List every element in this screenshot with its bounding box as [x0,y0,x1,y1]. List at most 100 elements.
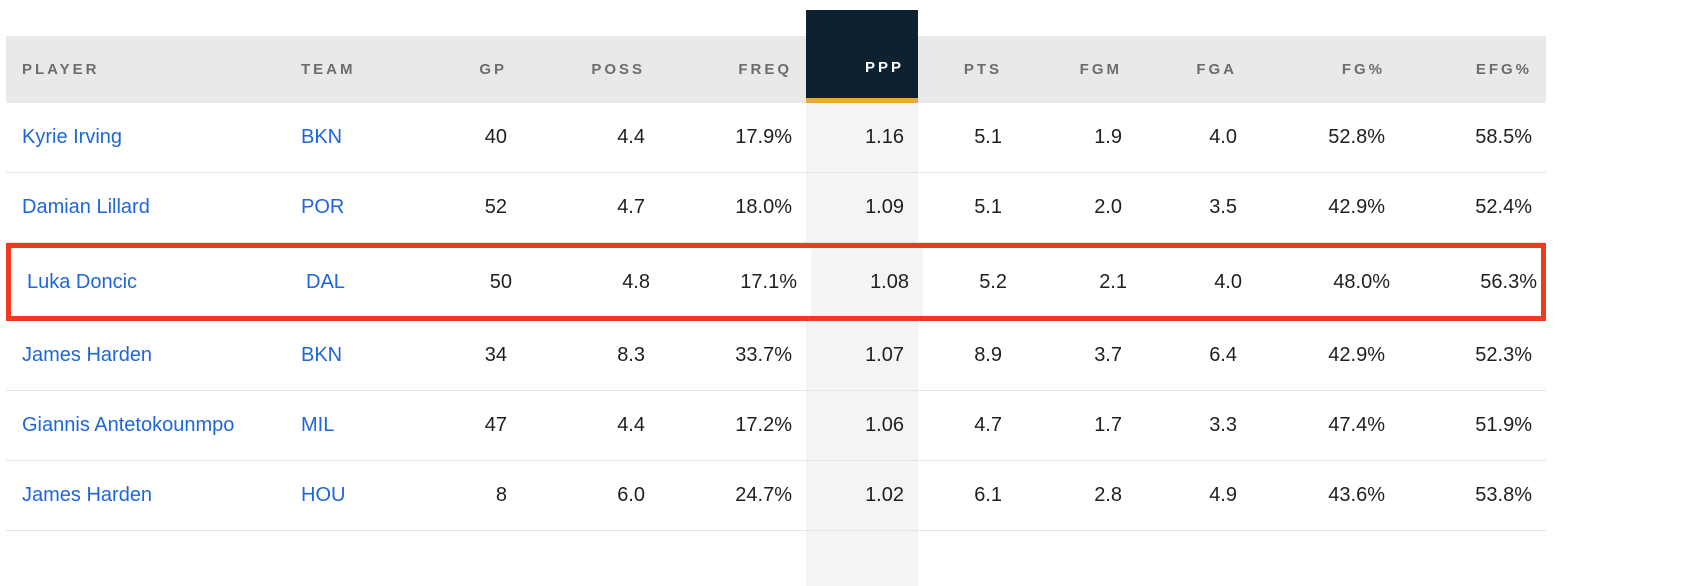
efg_pct-cell: 52.3% [1399,321,1546,390]
ppp-cell: 1.08 [811,248,923,316]
fg_pct-cell: 47.4% [1251,391,1399,460]
fgm-value: 2.8 [1094,484,1122,506]
efg_pct-cell: 53.8% [1399,461,1546,530]
column-header-label: FGM [1079,61,1122,78]
poss-cell: 8.3 [521,321,659,390]
fga-cell: 4.0 [1136,103,1251,172]
player-link[interactable]: James Harden [22,484,153,506]
ppp-value: 1.09 [865,196,904,218]
player-link[interactable]: Luka Doncic [27,270,138,293]
column-header-team[interactable]: TEAM [285,36,421,103]
fg_pct-cell: 52.8% [1251,103,1399,172]
ppp-cell: 1.06 [806,391,918,460]
table-body: Kyrie Irving BKN 40 4.4 17.9% 1.16 5.1 1.9 4.0 52… [6,103,1546,586]
team-cell: MIL [285,391,421,460]
poss-value: 4.4 [617,126,645,148]
fgm-cell [1016,531,1136,586]
team-cell: DAL [290,248,426,316]
freq-value: 24.7% [735,484,792,506]
poss-value: 4.7 [617,196,645,218]
table-row: James Harden BKN 34 8.3 33.7% 1.07 8.9 3.7 6.4 42… [6,321,1546,391]
column-header-fga[interactable]: FGA [1136,36,1251,103]
poss-value: 6.0 [617,484,645,506]
gp-value: 47 [484,414,507,436]
team-link[interactable]: BKN [301,344,343,366]
stats-table: PLAYER TEAM GP POSS FREQ PPP PTS FGM FGA FG% EFG% … [6,10,1546,586]
gp-value: 34 [484,344,507,366]
column-header-fg_pct[interactable]: FG% [1251,36,1399,103]
fga-cell: 4.9 [1136,461,1251,530]
team-link[interactable]: POR [301,196,345,218]
fg_pct-cell [1251,531,1399,586]
poss-cell [521,531,659,586]
column-header-freq[interactable]: FREQ [659,36,806,103]
fg_pct-value: 42.9% [1328,344,1385,366]
table-row: Giannis Antetokounmpo MIL 47 4.4 17.2% 1.06 4.… [6,391,1546,461]
team-link[interactable]: MIL [301,414,335,436]
ppp-cell: 1.07 [806,321,918,390]
fgm-value: 2.1 [1099,270,1127,293]
fgm-value: 1.9 [1094,126,1122,148]
column-header-label: PPP [864,58,904,76]
column-header-poss[interactable]: POSS [521,36,659,103]
player-link[interactable]: Giannis Antetokounmpo [22,414,235,436]
pts-cell [918,531,1016,586]
gp-cell: 47 [421,391,521,460]
efg_pct-value: 56.3% [1480,270,1537,293]
table-header-row: PLAYER TEAM GP POSS FREQ PPP PTS FGM FGA FG% EFG% [6,10,1546,103]
team-cell: POR [285,173,421,242]
ppp-value: 1.07 [865,344,904,366]
ppp-cell: 1.02 [806,461,918,530]
gp-value: 40 [484,126,507,148]
column-header-pts[interactable]: PTS [918,36,1016,103]
ppp-cell: 1.09 [806,173,918,242]
pts-cell: 6.1 [918,461,1016,530]
fgm-cell: 1.7 [1016,391,1136,460]
pts-value: 6.1 [974,484,1002,506]
team-cell: BKN [285,103,421,172]
column-header-label: PLAYER [22,61,100,78]
freq-value: 17.2% [735,414,792,436]
team-cell: HOU [285,461,421,530]
efg_pct-cell: 58.5% [1399,103,1546,172]
ppp-value: 1.08 [870,270,909,293]
poss-cell: 4.7 [521,173,659,242]
pts-cell: 5.2 [923,248,1021,316]
freq-cell: 18.0% [659,173,806,242]
ppp-value: 1.02 [865,484,904,506]
player-link[interactable]: James Harden [22,344,153,366]
freq-cell [659,531,806,586]
player-link[interactable]: Kyrie Irving [22,126,123,148]
column-header-player[interactable]: PLAYER [6,36,285,103]
poss-cell: 6.0 [521,461,659,530]
poss-value: 4.4 [617,414,645,436]
column-header-fgm[interactable]: FGM [1016,36,1136,103]
poss-cell: 4.4 [521,103,659,172]
freq-cell: 17.9% [659,103,806,172]
fga-cell: 3.5 [1136,173,1251,242]
player-link[interactable]: Damian Lillard [22,196,150,218]
fgm-value: 1.7 [1094,414,1122,436]
team-link[interactable]: BKN [301,126,343,148]
freq-value: 33.7% [735,344,792,366]
column-header-efg_pct[interactable]: EFG% [1399,36,1546,103]
fgm-cell: 2.8 [1016,461,1136,530]
column-header-ppp[interactable]: PPP [806,10,918,103]
fgm-value: 3.7 [1094,344,1122,366]
team-link[interactable]: DAL [306,270,345,293]
fg_pct-value: 52.8% [1328,126,1385,148]
team-link[interactable]: HOU [301,484,346,506]
column-header-gp[interactable]: GP [421,36,521,103]
pts-cell: 5.1 [918,103,1016,172]
gp-cell [421,531,521,586]
fga-cell [1136,531,1251,586]
team-cell [285,531,421,586]
pts-cell: 5.1 [918,173,1016,242]
freq-cell: 17.2% [659,391,806,460]
fga-value: 4.0 [1214,270,1242,293]
pts-value: 4.7 [974,414,1002,436]
pts-value: 5.2 [979,270,1007,293]
fgm-cell: 2.0 [1016,173,1136,242]
freq-cell: 24.7% [659,461,806,530]
freq-value: 17.9% [735,126,792,148]
